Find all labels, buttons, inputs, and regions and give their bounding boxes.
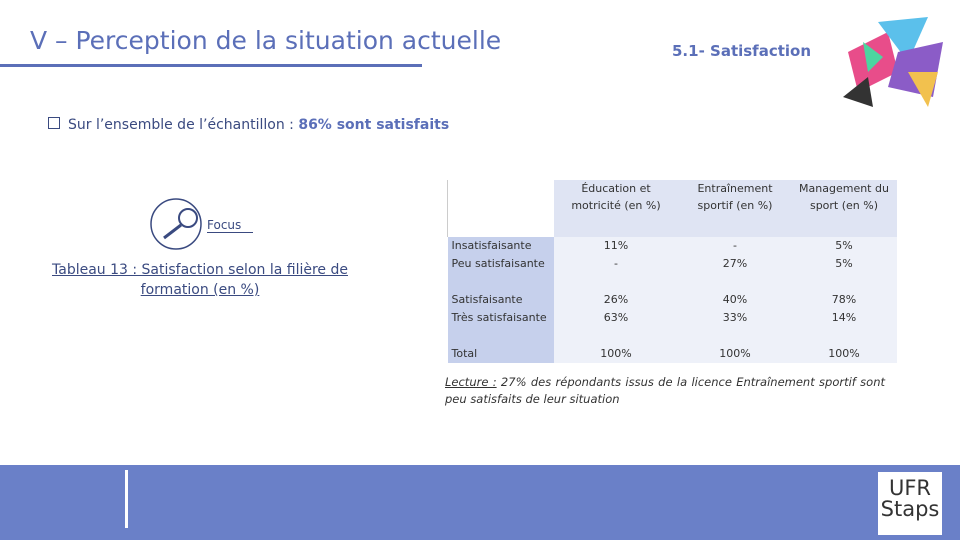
row-label: Total bbox=[447, 345, 554, 363]
table-row: Total 100% 100% 100% bbox=[447, 345, 897, 363]
cell: 100% bbox=[791, 345, 897, 363]
cell: 33% bbox=[678, 309, 792, 345]
cell: 11% bbox=[553, 237, 679, 255]
table: Éducation et motricité (en %) Entraînemen… bbox=[447, 180, 897, 363]
bullet: Sur l’ensemble de l’échantillon : 86% so… bbox=[48, 117, 449, 133]
table-row: Satisfaisante 26% 40% 78% bbox=[447, 291, 897, 309]
cell: - bbox=[678, 237, 792, 255]
section: 5.1- Satisfaction bbox=[672, 42, 812, 60]
note-text: 27% des répondants issus de la licence E… bbox=[445, 375, 886, 406]
row-label: Satisfaisante bbox=[447, 291, 554, 309]
column-header: Entraînement sportif (en %) bbox=[678, 180, 792, 237]
cell: 100% bbox=[553, 345, 679, 363]
cell: - bbox=[553, 255, 679, 291]
cell: 27% bbox=[678, 255, 792, 291]
cell: 63% bbox=[553, 309, 679, 345]
decoration bbox=[843, 17, 943, 107]
column-header: Éducation et motricité (en %) bbox=[553, 180, 679, 237]
logo-line: Staps bbox=[880, 497, 940, 521]
cell: 5% bbox=[791, 237, 897, 255]
cell: 78% bbox=[791, 291, 897, 309]
title-rule bbox=[0, 64, 422, 67]
footer-band bbox=[0, 465, 960, 540]
table-row: Peu satisfaisante -27% 5% bbox=[447, 255, 897, 291]
note-lead: Lecture : bbox=[445, 375, 497, 389]
footer-divider bbox=[125, 470, 128, 528]
cell: 40% bbox=[678, 291, 792, 309]
logo: UFR Staps bbox=[878, 472, 942, 535]
bullet-highlight: 86% sont satisfaits bbox=[298, 117, 450, 133]
cell: 5% bbox=[791, 255, 897, 291]
cell: 14% bbox=[791, 309, 897, 345]
table-row: Très satisfaisante 63% 33% 14% bbox=[447, 309, 897, 345]
column-header: Management du sport (en %) bbox=[791, 180, 897, 237]
focus-icon bbox=[150, 198, 202, 250]
title: V – Perception de la situation actuelle bbox=[30, 26, 502, 55]
row-label: Très satisfaisante bbox=[447, 309, 554, 345]
bullet-text: Sur l’ensemble de l’échantillon : bbox=[68, 117, 299, 133]
logo-line: UFR bbox=[888, 476, 932, 500]
row-label: Peu satisfaisante bbox=[447, 255, 554, 291]
caption: Tableau 13 : Satisfaction selon la filiè… bbox=[52, 262, 348, 298]
note: Lecture : 27% des répondants issus de la… bbox=[445, 374, 885, 408]
cell: 26% bbox=[553, 291, 679, 309]
table-row: Insatisfaisante 11% -5% bbox=[447, 237, 897, 255]
focus-label: Focus bbox=[207, 218, 254, 233]
cell: 100% bbox=[678, 345, 792, 363]
row-label: Insatisfaisante bbox=[447, 237, 554, 255]
